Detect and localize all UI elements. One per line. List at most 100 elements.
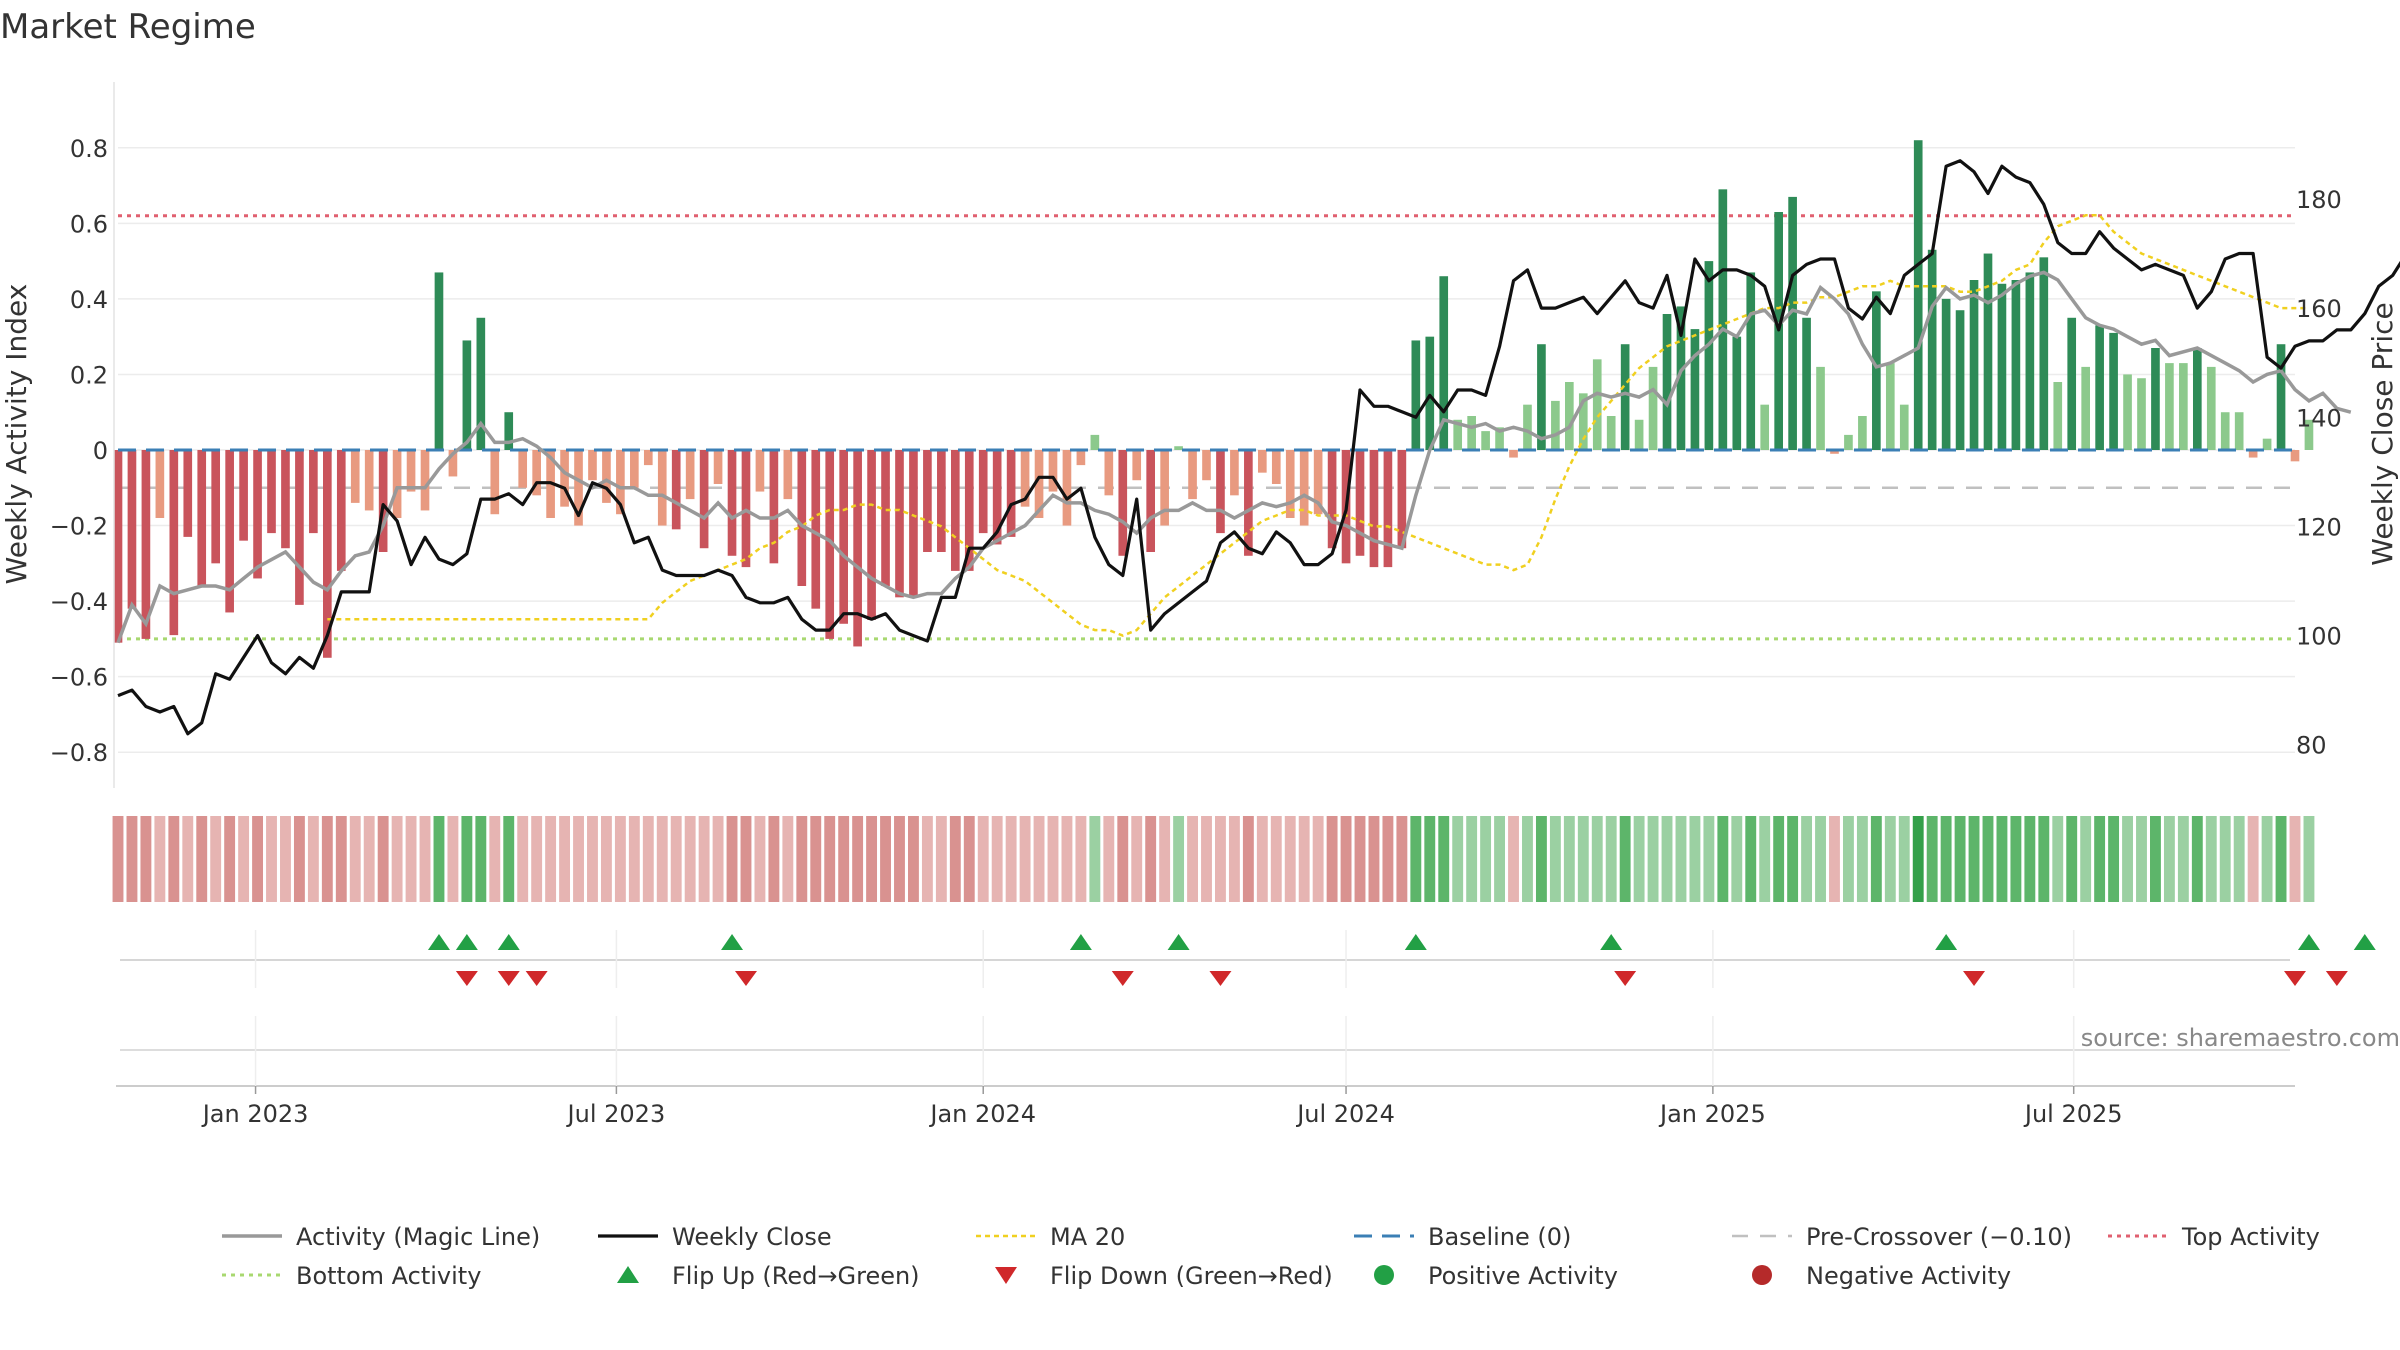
- activity-bar: [2206, 366, 2216, 450]
- activity-bar: [1551, 400, 1560, 450]
- ribbon-cell: [1689, 816, 1701, 902]
- activity-bar: [574, 450, 583, 526]
- legend-item-flipup: Flip Up (Red→Green): [617, 1262, 920, 1290]
- ribbon-cell: [1884, 816, 1896, 902]
- ribbon-cell: [1815, 816, 1826, 902]
- activity-bar: [755, 450, 765, 492]
- activity-bar: [769, 450, 779, 564]
- ribbon-cell: [670, 816, 682, 902]
- ribbon-cell: [210, 816, 222, 902]
- legend-label: Positive Activity: [1428, 1262, 1618, 1290]
- activity-bar: [1369, 450, 1379, 568]
- ribbon-cell: [1270, 816, 1282, 902]
- activity-bar: [1620, 344, 1630, 450]
- ribbon-cell: [1354, 816, 1366, 902]
- weekly-close-line: [117, 159, 2400, 736]
- activity-bar: [1355, 450, 1365, 556]
- activity-bar: [1481, 431, 1490, 450]
- activity-bar: [1453, 419, 1463, 450]
- ribbon-cell: [768, 816, 780, 902]
- activity-bar: [420, 450, 430, 511]
- activity-bar: [1397, 450, 1407, 549]
- ribbon-cell: [1675, 816, 1687, 902]
- activity-bar: [1648, 366, 1658, 450]
- y-tick-label: 0: [93, 437, 108, 465]
- x-tick-label: Jan 2023: [201, 1100, 309, 1128]
- activity-bar: [602, 450, 611, 503]
- activity-bar: [2025, 272, 2035, 450]
- activity-bar: [2262, 438, 2272, 450]
- activity-bar: [1062, 450, 1072, 526]
- ribbon-cell: [852, 816, 864, 902]
- ribbon-cell: [2122, 816, 2133, 902]
- ribbon-cell: [1549, 816, 1561, 902]
- ribbon-cell: [126, 816, 138, 902]
- activity-bar: [588, 450, 597, 481]
- flip-down-marker: [1614, 971, 1637, 986]
- activity-bar: [1495, 427, 1504, 450]
- activity-bar: [364, 450, 374, 511]
- ribbon-cell: [1842, 816, 1854, 902]
- activity-bar: [183, 450, 193, 537]
- activity-bar: [1997, 283, 2007, 450]
- activity-bar: [992, 450, 1002, 545]
- ribbon-cell: [2108, 816, 2120, 902]
- activity-bar: [1313, 450, 1323, 515]
- y-tick-label: −0.8: [50, 739, 108, 767]
- activity-bar: [1844, 434, 1853, 450]
- ribbon-cell: [419, 816, 431, 902]
- ribbon-cell: [2177, 816, 2189, 902]
- activity-bar: [2179, 363, 2188, 450]
- ribbon-cell: [754, 816, 766, 902]
- activity-bar: [937, 450, 946, 552]
- legend-item-precross: Pre-Crossover (−0.10): [1732, 1223, 2072, 1251]
- activity-bar: [1537, 344, 1546, 450]
- ribbon-cell: [1773, 816, 1785, 902]
- legend-label: Flip Down (Green→Red): [1050, 1262, 1333, 1290]
- activity-bar: [671, 450, 681, 530]
- ribbon-cell: [1005, 816, 1017, 902]
- ribbon-cell: [1368, 816, 1380, 902]
- ribbon-cell: [963, 816, 975, 902]
- ribbon-cell: [2066, 816, 2078, 902]
- activity-bar: [797, 450, 807, 586]
- ribbon-cell: [1633, 816, 1645, 902]
- ribbon-cell: [824, 816, 836, 902]
- ribbon-cell: [1954, 816, 1966, 902]
- activity-bar: [1802, 317, 1811, 450]
- legend-label: Baseline (0): [1428, 1223, 1571, 1251]
- legend-label: MA 20: [1050, 1223, 1125, 1251]
- ribbon-cell: [2205, 816, 2217, 902]
- activity-bar: [1885, 363, 1895, 450]
- flip-down-marker: [734, 971, 757, 986]
- activity-bar: [1592, 359, 1602, 450]
- ribbon-cell: [866, 816, 878, 902]
- y2-tick-label: 160: [2296, 295, 2342, 323]
- ribbon-cell: [1829, 816, 1840, 902]
- activity-bar: [2151, 348, 2160, 450]
- activity-bar: [2039, 257, 2049, 450]
- activity-bar: [657, 450, 667, 526]
- activity-bar: [1690, 329, 1700, 450]
- x-tick-label: Jul 2023: [566, 1100, 666, 1128]
- activity-bar: [2137, 378, 2146, 450]
- regime-ribbon: [112, 816, 2315, 902]
- ribbon-cell: [656, 816, 668, 902]
- flip-markers-panel: [120, 930, 2376, 988]
- ribbon-cell: [1731, 816, 1743, 902]
- ribbon-cell: [782, 816, 794, 902]
- activity-bar: [2192, 348, 2202, 450]
- flip-up-marker: [1069, 934, 1092, 950]
- ribbon-cell: [684, 816, 696, 902]
- activity-bar: [1565, 382, 1574, 450]
- activity-bar: [1983, 253, 1993, 450]
- ribbon-cell: [1703, 816, 1715, 902]
- ribbon-cell: [1201, 816, 1212, 902]
- ribbon-cell: [2080, 816, 2092, 902]
- ribbon-cell: [1326, 816, 1338, 902]
- ribbon-cell: [252, 816, 263, 902]
- activity-bar: [978, 450, 988, 534]
- ribbon-cell: [1382, 816, 1394, 902]
- ribbon-cell: [2038, 816, 2050, 902]
